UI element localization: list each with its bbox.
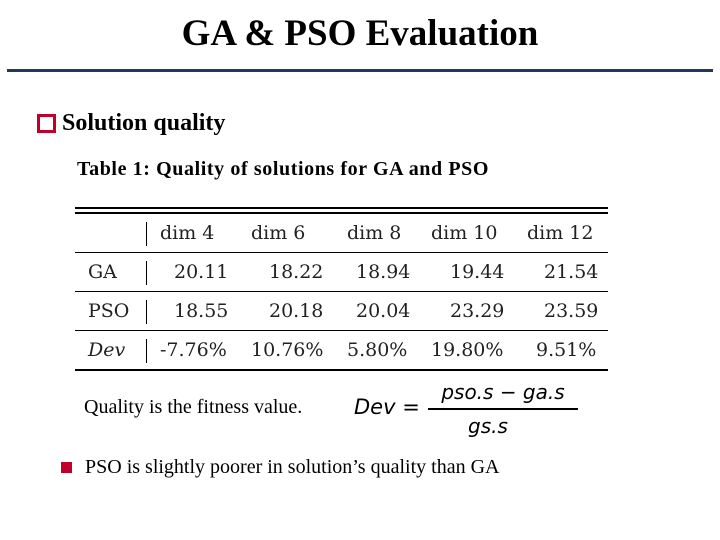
- conclusion-text: PSO is slightly poorer in solution’s qua…: [85, 456, 500, 478]
- slide-title: GA & PSO Evaluation: [181, 13, 539, 54]
- formula-denominator: gs.s: [468, 414, 508, 438]
- table-cell: 20.11: [174, 261, 229, 283]
- table-cell: 18.55: [174, 300, 229, 322]
- formula-description: Quality is the fitness value.: [84, 396, 303, 418]
- table-cell: 18.94: [356, 261, 411, 283]
- table-caption: Table 1: Quality of solutions for GA and…: [77, 158, 490, 180]
- table-cell: 21.54: [544, 261, 599, 283]
- table-header-rule: [75, 252, 608, 253]
- column-header: dim 4: [160, 222, 215, 244]
- table-row-rule: [75, 330, 608, 331]
- table-vertical-rule: [146, 300, 147, 324]
- table-cell: 23.29: [450, 300, 505, 322]
- table-cell: 18.22: [269, 261, 324, 283]
- table-cell: 19.80%: [431, 339, 504, 361]
- row-label-ga: GA: [88, 261, 117, 283]
- formula-numerator: pso.s − ga.s: [441, 380, 565, 404]
- hollow-square-bullet-icon: [37, 114, 56, 133]
- table-top-rule-2: [75, 212, 608, 214]
- row-label-dev: Dev: [88, 339, 126, 361]
- table-vertical-rule: [146, 261, 147, 285]
- table-cell: 19.44: [450, 261, 505, 283]
- bullet-label: Solution quality: [62, 110, 226, 136]
- column-header: dim 10: [431, 222, 498, 244]
- table-cell: 9.51%: [536, 339, 597, 361]
- table-cell: 20.04: [356, 300, 411, 322]
- table-bottom-rule: [75, 369, 608, 371]
- column-header: dim 12: [527, 222, 594, 244]
- formula-lhs: Dev =: [354, 395, 420, 419]
- table-row-rule: [75, 291, 608, 292]
- row-label-pso: PSO: [88, 300, 130, 322]
- table-cell: 20.18: [269, 300, 324, 322]
- table-cell: -7.76%: [160, 339, 227, 361]
- bullet-conclusion: PSO is slightly poorer in solution’s qua…: [61, 456, 499, 479]
- table-vertical-rule: [146, 339, 147, 363]
- table-top-rule: [75, 207, 608, 209]
- column-header: dim 8: [347, 222, 402, 244]
- table-vertical-rule: [146, 222, 147, 246]
- table-cell: 10.76%: [251, 339, 324, 361]
- table-cell: 23.59: [544, 300, 599, 322]
- title-divider: [7, 69, 713, 72]
- table-cell: 5.80%: [347, 339, 408, 361]
- bullet-solution-quality: Solution quality: [37, 110, 225, 137]
- filled-square-bullet-icon: [61, 462, 72, 473]
- column-header: dim 6: [251, 222, 306, 244]
- fraction-bar: [428, 408, 578, 410]
